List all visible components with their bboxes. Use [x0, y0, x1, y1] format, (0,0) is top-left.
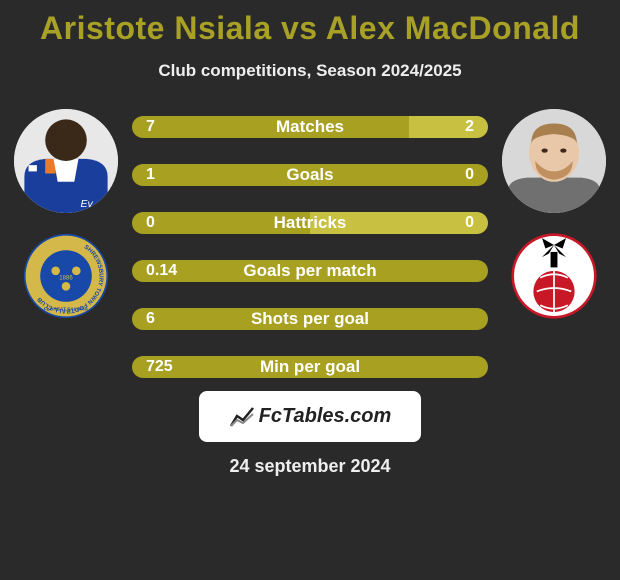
- svg-text:Ev: Ev: [81, 199, 94, 210]
- stat-value-left: 725: [146, 358, 173, 376]
- player2-avatar: [502, 109, 606, 213]
- player1-avatar: Ev: [14, 109, 118, 213]
- main-row: Ev SHREWSBURY TOWN FOOTBALL CLUB FLOREAT…: [0, 109, 620, 379]
- club1-badge: SHREWSBURY TOWN FOOTBALL CLUB FLOREAT SA…: [23, 233, 109, 319]
- brand-text: FcTables.com: [259, 405, 392, 428]
- stat-value-right: 0: [465, 166, 474, 184]
- stat-row: 1 Goals 0: [132, 163, 488, 187]
- bar-right: [409, 116, 488, 138]
- svg-text:FLOREAT SALOPIA: FLOREAT SALOPIA: [44, 306, 89, 312]
- stat-value-left: 6: [146, 310, 155, 328]
- stats-column: 7 Matches 2 1 Goals 0 0 Hattricks 0 0.14 Goals per…: [132, 109, 488, 379]
- stat-label: Goals per match: [243, 261, 376, 281]
- stat-label: Goals: [286, 165, 333, 185]
- stat-value-right: 2: [465, 118, 474, 136]
- stat-row: 725 Min per goal: [132, 355, 488, 379]
- subtitle: Club competitions, Season 2024/2025: [0, 61, 620, 81]
- right-column: [502, 109, 606, 319]
- stat-value-left: 0.14: [146, 262, 177, 280]
- brand-icon: [229, 406, 255, 428]
- date-text: 24 september 2024: [229, 456, 390, 477]
- club2-badge: [511, 233, 597, 319]
- stat-row: 6 Shots per goal: [132, 307, 488, 331]
- brand-box: FcTables.com: [199, 391, 422, 442]
- stat-label: Matches: [276, 117, 344, 137]
- stat-value-right: 0: [465, 214, 474, 232]
- title-vs: vs: [281, 10, 318, 46]
- stat-label: Min per goal: [260, 357, 360, 377]
- left-column: Ev SHREWSBURY TOWN FOOTBALL CLUB FLOREAT…: [14, 109, 118, 319]
- comparison-card: Aristote Nsiala vs Alex MacDonald Club c…: [0, 0, 620, 580]
- title-player1: Aristote Nsiala: [40, 10, 272, 46]
- stat-value-left: 7: [146, 118, 155, 136]
- stat-label: Hattricks: [274, 213, 347, 233]
- stat-row: 0 Hattricks 0: [132, 211, 488, 235]
- bar-left: [132, 116, 409, 138]
- svg-text:1886: 1886: [59, 275, 73, 281]
- stat-row: 7 Matches 2: [132, 115, 488, 139]
- title: Aristote Nsiala vs Alex MacDonald: [0, 10, 620, 47]
- stat-label: Shots per goal: [251, 309, 369, 329]
- stat-value-left: 0: [146, 214, 155, 232]
- title-player2: Alex MacDonald: [326, 10, 580, 46]
- stat-row: 0.14 Goals per match: [132, 259, 488, 283]
- footer: FcTables.com 24 september 2024: [0, 391, 620, 477]
- stat-value-left: 1: [146, 166, 155, 184]
